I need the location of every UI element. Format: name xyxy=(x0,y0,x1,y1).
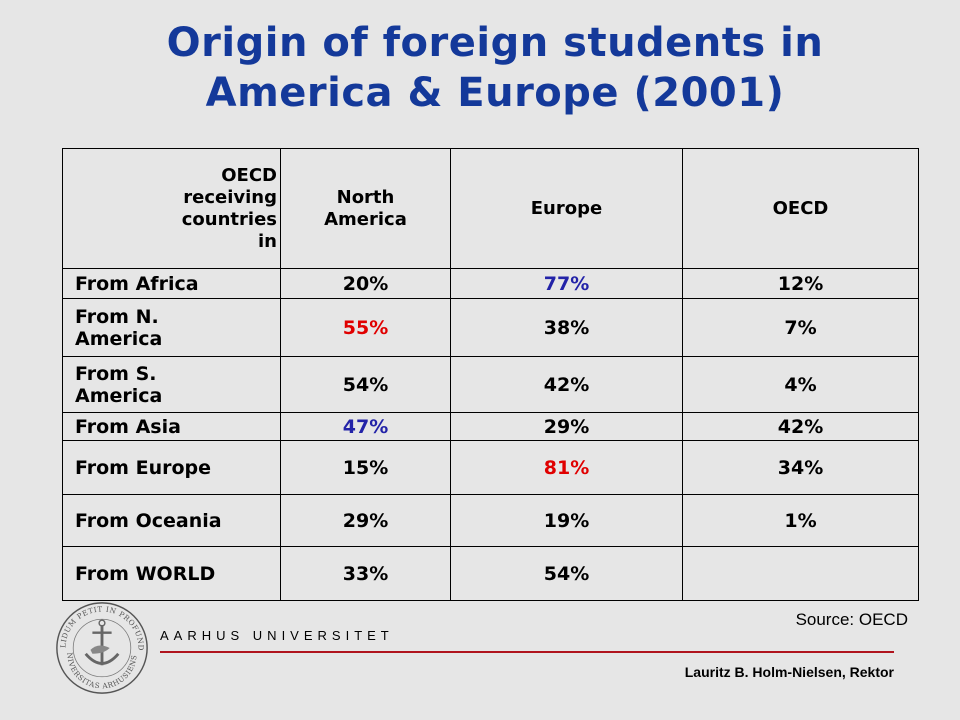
table-row: From Europe 15% 81% 34% xyxy=(62,440,919,495)
row-label-line: From WORLD xyxy=(75,562,216,585)
title-line-2: America & Europe (2001) xyxy=(205,70,785,116)
table-header-row: OECD receiving countries in North Americ… xyxy=(62,148,919,269)
value-cell: 19% xyxy=(450,494,683,547)
value-cell: 47% xyxy=(280,412,451,441)
row-label: From Asia xyxy=(62,412,281,441)
table-row: From Africa 20% 77% 12% xyxy=(62,268,919,299)
value-cell: 29% xyxy=(450,412,683,441)
value-cell xyxy=(682,546,919,601)
header-europe: Europe xyxy=(450,148,683,269)
row-label-line: America xyxy=(75,327,163,350)
value-cell: 38% xyxy=(450,298,683,357)
table-row: From N. America 55% 38% 7% xyxy=(62,298,919,357)
table-row: From WORLD 33% 54% xyxy=(62,546,919,601)
presenter-name: Lauritz B. Holm-Nielsen, Rektor xyxy=(684,664,894,680)
university-seal-icon: SOLIDUM PETIT IN PROFUNDIS UNIVERSITAS A… xyxy=(54,600,148,694)
row-label: From N. America xyxy=(62,298,281,357)
row-label-line: America xyxy=(75,384,163,407)
footer-divider xyxy=(160,651,894,653)
row-label-line: From N. xyxy=(75,305,159,328)
value-cell: 12% xyxy=(682,268,919,299)
value-cell: 42% xyxy=(682,412,919,441)
header-row-label-line: in xyxy=(258,230,277,252)
row-label: From WORLD xyxy=(62,546,281,601)
row-label-line: From Africa xyxy=(75,272,199,295)
value-cell: 4% xyxy=(682,356,919,413)
value-cell: 77% xyxy=(450,268,683,299)
row-label: From Europe xyxy=(62,440,281,495)
value-cell: 81% xyxy=(450,440,683,495)
table-row: From S. America 54% 42% 4% xyxy=(62,356,919,413)
row-label-line: From Asia xyxy=(75,415,181,438)
row-label: From S. America xyxy=(62,356,281,413)
table-row: From Oceania 29% 19% 1% xyxy=(62,494,919,547)
students-origin-table: OECD receiving countries in North Americ… xyxy=(62,148,919,601)
value-cell: 55% xyxy=(280,298,451,357)
value-cell: 29% xyxy=(280,494,451,547)
value-cell: 15% xyxy=(280,440,451,495)
header-row-label-line: OECD xyxy=(221,164,277,186)
title-line-1: Origin of foreign students in xyxy=(166,20,824,66)
row-label: From Oceania xyxy=(62,494,281,547)
value-cell: 54% xyxy=(450,546,683,601)
row-label-line: From S. xyxy=(75,362,157,385)
value-cell: 7% xyxy=(682,298,919,357)
header-row-label-line: countries xyxy=(181,208,277,230)
header-north-america: North America xyxy=(280,148,451,269)
value-cell: 20% xyxy=(280,268,451,299)
value-cell: 42% xyxy=(450,356,683,413)
row-label-line: From Europe xyxy=(75,456,212,479)
header-row-label-line: receiving xyxy=(183,186,277,208)
value-cell: 1% xyxy=(682,494,919,547)
header-row-label: OECD receiving countries in xyxy=(62,148,281,269)
table-row: From Asia 47% 29% 42% xyxy=(62,412,919,441)
value-cell: 33% xyxy=(280,546,451,601)
header-north-america-line: America xyxy=(324,208,407,230)
university-name: AARHUS UNIVERSITET xyxy=(160,628,394,643)
header-north-america-line: North xyxy=(336,186,395,208)
header-oecd: OECD xyxy=(682,148,919,269)
source-note: Source: OECD xyxy=(795,610,908,629)
slide-title: Origin of foreign students in America & … xyxy=(0,18,960,118)
row-label: From Africa xyxy=(62,268,281,299)
value-cell: 54% xyxy=(280,356,451,413)
value-cell: 34% xyxy=(682,440,919,495)
row-label-line: From Oceania xyxy=(75,509,222,532)
